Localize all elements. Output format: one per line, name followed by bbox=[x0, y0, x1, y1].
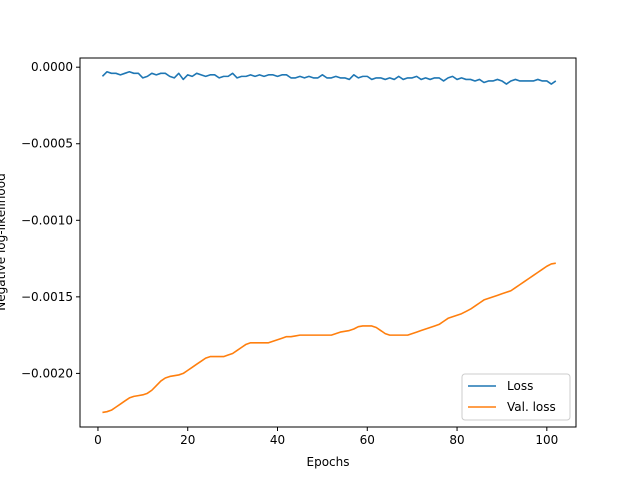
y-axis-ticks: 0.0000 −0.0005 −0.0010 −0.0015 −0.0020 bbox=[21, 60, 80, 380]
y-tick-label: 0.0000 bbox=[31, 60, 73, 74]
x-tick-label: 40 bbox=[270, 433, 285, 447]
x-tick-label: 100 bbox=[535, 433, 558, 447]
y-axis-label: Negative log-likelihood bbox=[0, 173, 8, 310]
y-tick-label: −0.0020 bbox=[21, 366, 73, 380]
series-line-val-loss bbox=[102, 262, 556, 414]
y-tick-label: −0.0005 bbox=[21, 137, 73, 151]
x-axis-ticks: 0 20 40 60 80 100 bbox=[94, 427, 558, 447]
legend-label-loss: Loss bbox=[507, 379, 533, 393]
x-tick-label: 60 bbox=[360, 433, 375, 447]
x-tick-label: 0 bbox=[94, 433, 102, 447]
x-tick-label: 80 bbox=[449, 433, 464, 447]
x-axis-label: Epochs bbox=[307, 455, 350, 469]
x-tick-label: 20 bbox=[180, 433, 195, 447]
y-tick-label: −0.0015 bbox=[21, 290, 73, 304]
legend: Loss Val. loss bbox=[461, 373, 571, 421]
plot-frame bbox=[79, 57, 577, 428]
y-tick-label: −0.0010 bbox=[21, 213, 73, 227]
plot-lines bbox=[101, 70, 557, 414]
legend-label-val-loss: Val. loss bbox=[507, 400, 556, 414]
series-line-loss bbox=[101, 70, 557, 85]
